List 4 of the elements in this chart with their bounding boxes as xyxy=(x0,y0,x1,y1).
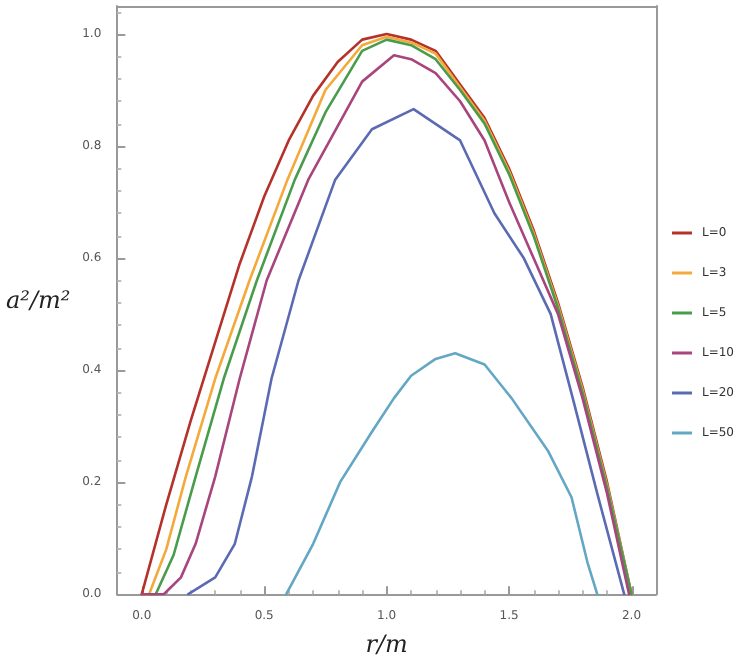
line-series xyxy=(284,352,599,596)
y-axis-title: a²/m² xyxy=(5,286,71,315)
x-axis-title: r/m xyxy=(365,630,408,658)
line-series xyxy=(186,107,626,596)
